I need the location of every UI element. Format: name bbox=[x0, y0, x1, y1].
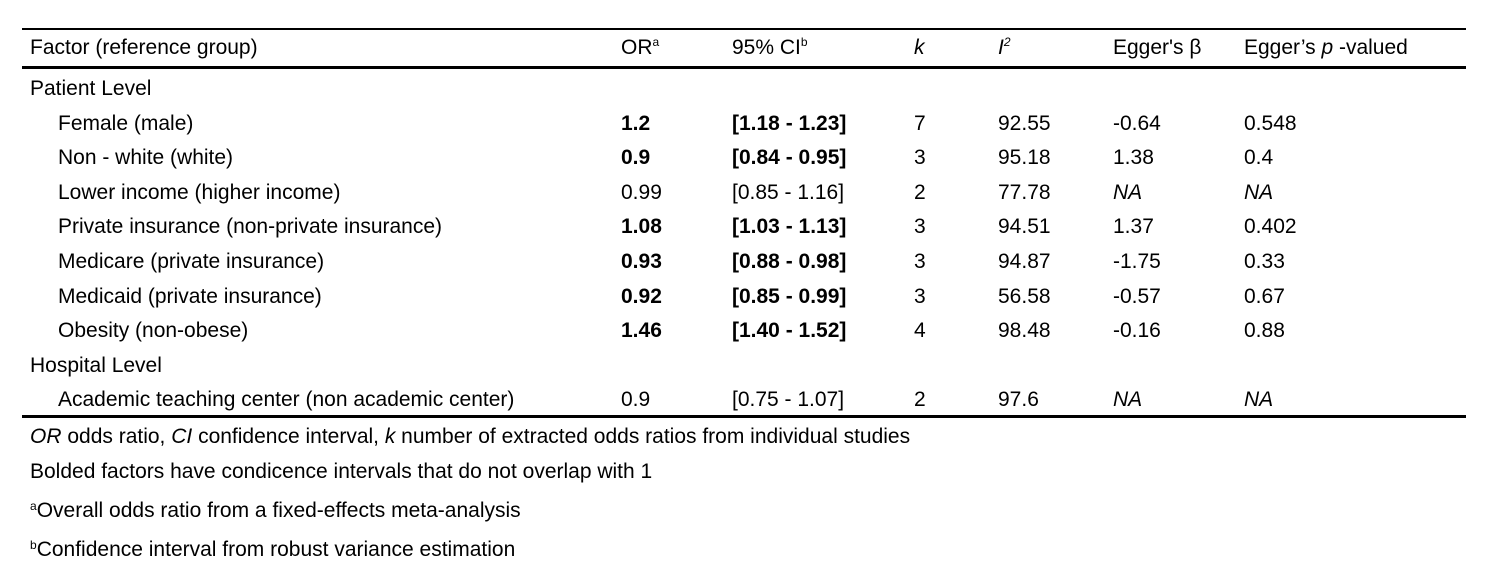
ci-cell: [0.84 - 0.95] bbox=[732, 146, 847, 170]
k-cell: 2 bbox=[914, 180, 926, 204]
k-cell: 3 bbox=[914, 215, 926, 239]
i2-cell: 94.87 bbox=[998, 250, 1051, 273]
ci-cell: [0.85 - 1.16] bbox=[732, 180, 845, 204]
ci-cell: [0.88 - 0.98] bbox=[732, 250, 847, 273]
table-row: Non - white (white) 0.9 [0.84 - 0.95] 3 95.1… bbox=[0, 141, 1508, 175]
section-header-row: Hospital Level bbox=[0, 349, 1508, 383]
or-cell: 1.2 bbox=[621, 111, 651, 135]
table-row: Private insurance (non-private insurance… bbox=[0, 210, 1508, 244]
factor-cell: Academic teaching center (non academic c… bbox=[58, 388, 515, 412]
table-row: Female (male) 1.2 [1.18 - 1.23] 7 92.55 -0.64… bbox=[0, 107, 1508, 141]
or-cell: 0.9 bbox=[621, 388, 651, 412]
egger-p-cell: 0.548 bbox=[1244, 111, 1297, 135]
k-cell: 3 bbox=[914, 250, 926, 273]
i2-cell: 98.48 bbox=[998, 319, 1051, 343]
i2-cell: 77.78 bbox=[998, 180, 1051, 204]
header-k: k bbox=[914, 36, 925, 59]
factor-cell: Non - white (white) bbox=[58, 146, 234, 170]
egger-p-cell: 0.67 bbox=[1244, 284, 1285, 308]
table-row: Medicare (private insurance) 0.93 [0.88 - … bbox=[0, 245, 1508, 279]
or-cell: 1.08 bbox=[621, 215, 662, 239]
k-cell: 7 bbox=[914, 111, 926, 135]
ci-cell: [0.85 - 0.99] bbox=[732, 284, 847, 308]
table-top-rule bbox=[22, 28, 1466, 30]
header-ci: 95% CIb bbox=[732, 35, 808, 59]
or-cell: 1.46 bbox=[621, 319, 662, 343]
factor-cell: Lower income (higher income) bbox=[58, 180, 341, 204]
table-header-row: Factor (reference group) ORa 95% CIb k I… bbox=[0, 31, 1508, 65]
egger-beta-cell: -1.75 bbox=[1113, 250, 1161, 273]
egger-p-cell: 0.4 bbox=[1244, 146, 1274, 170]
egger-beta-cell: NA bbox=[1113, 388, 1143, 412]
k-cell: 4 bbox=[914, 319, 926, 343]
or-cell: 0.92 bbox=[621, 284, 662, 308]
egger-p-cell: 0.402 bbox=[1244, 215, 1297, 239]
table-row: Lower income (higher income) 0.99 [0.85 - … bbox=[0, 176, 1508, 210]
k-cell: 2 bbox=[914, 388, 926, 412]
egger-beta-cell: NA bbox=[1113, 180, 1143, 204]
footnote-bold-note: Bolded factors have condicence intervals… bbox=[30, 460, 653, 483]
ci-cell: [1.03 - 1.13] bbox=[732, 215, 847, 239]
header-or: ORa bbox=[621, 35, 660, 59]
table-row: Academic teaching center (non academic c… bbox=[0, 383, 1508, 417]
egger-p-cell: 0.88 bbox=[1244, 319, 1285, 343]
factor-cell: Medicaid (private insurance) bbox=[58, 284, 322, 308]
i2-cell: 95.18 bbox=[998, 146, 1051, 170]
ci-cell: [1.40 - 1.52] bbox=[732, 319, 847, 343]
egger-p-cell: NA bbox=[1244, 388, 1274, 412]
k-cell: 3 bbox=[914, 284, 926, 308]
k-cell: 3 bbox=[914, 146, 926, 170]
egger-beta-cell: 1.38 bbox=[1113, 146, 1154, 170]
factor-cell: Obesity (non-obese) bbox=[58, 319, 249, 343]
table-row: Medicaid (private insurance) 0.92 [0.85 - … bbox=[0, 280, 1508, 314]
egger-p-cell: NA bbox=[1244, 180, 1274, 204]
ci-cell: [1.18 - 1.23] bbox=[732, 111, 847, 135]
or-cell: 0.9 bbox=[621, 146, 651, 170]
table-header-rule bbox=[22, 66, 1466, 69]
egger-p-cell: 0.33 bbox=[1244, 250, 1285, 273]
table-row: Obesity (non-obese) 1.46 [1.40 - 1.52] 4 98.… bbox=[0, 314, 1508, 348]
header-factor: Factor (reference group) bbox=[30, 36, 258, 59]
factor-cell: Private insurance (non-private insurance… bbox=[58, 215, 443, 239]
footnote-abbreviations: OR odds ratio, CI confidence interval, k… bbox=[30, 425, 911, 448]
footnote-a: aOverall odds ratio from a fixed-effects… bbox=[30, 499, 521, 522]
factor-cell: Medicare (private insurance) bbox=[58, 250, 325, 273]
i2-cell: 56.58 bbox=[998, 284, 1051, 308]
i2-cell: 92.55 bbox=[998, 111, 1051, 135]
i2-cell: 94.51 bbox=[998, 215, 1051, 239]
egger-beta-cell: -0.57 bbox=[1113, 284, 1161, 308]
ci-cell: [0.75 - 1.07] bbox=[732, 388, 845, 412]
section-title: Patient Level bbox=[30, 77, 152, 100]
header-egger-p: Egger’s p -valued bbox=[1244, 36, 1408, 59]
factor-cell: Female (male) bbox=[58, 111, 194, 135]
table-bottom-rule bbox=[22, 415, 1466, 418]
header-egger-beta: Egger's β bbox=[1113, 36, 1202, 59]
section-header-row: Patient Level bbox=[0, 72, 1508, 106]
footnote-b: bConfidence interval from robust varianc… bbox=[30, 538, 516, 561]
egger-beta-cell: -0.16 bbox=[1113, 319, 1161, 343]
section-title: Hospital Level bbox=[30, 353, 162, 377]
i2-cell: 97.6 bbox=[998, 388, 1039, 412]
or-cell: 0.99 bbox=[621, 180, 662, 204]
header-i2: I2 bbox=[998, 35, 1011, 59]
egger-beta-cell: -0.64 bbox=[1113, 111, 1161, 135]
egger-beta-cell: 1.37 bbox=[1113, 215, 1154, 239]
or-cell: 0.93 bbox=[621, 250, 662, 273]
